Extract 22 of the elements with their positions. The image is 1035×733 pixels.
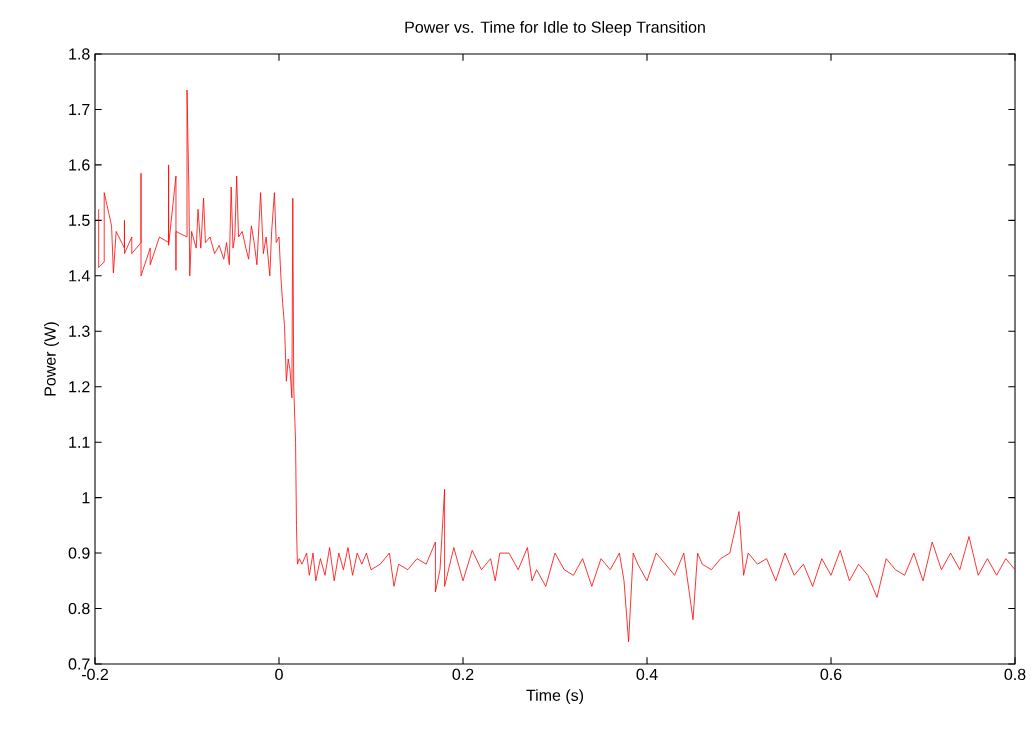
chart-title: Power vs. Time for Idle to Sleep Transition	[405, 21, 705, 36]
x-tick-label: 0	[275, 668, 283, 681]
y-tick-label: 1.7	[69, 103, 90, 115]
y-tick-label: 1.3	[69, 325, 90, 337]
line-series	[98, 89, 1016, 643]
x-axis-title: Time (s)	[526, 689, 584, 705]
x-tick-label: 0.2	[452, 668, 474, 681]
y-tick-label: 1.8	[69, 48, 90, 60]
x-tick-label: 0.6	[820, 668, 842, 681]
y-tick-label: 1.4	[69, 270, 90, 282]
x-tick-label: -0.2	[81, 668, 108, 681]
y-tick-label: 0.7	[68, 658, 90, 670]
y-tick-label: 1.6	[69, 159, 90, 171]
y-tick-label: 1	[82, 492, 90, 504]
y-axis-title: Power (W)	[44, 322, 59, 396]
y-tick-label: 0.9	[68, 547, 90, 559]
x-tick-label: 0.8	[1004, 668, 1026, 681]
y-tick-label: 0.8	[68, 602, 90, 615]
y-tick-label: 1.5	[69, 214, 90, 226]
y-tick-label: 1.1	[69, 436, 90, 448]
x-tick-label: 0.4	[636, 668, 658, 681]
y-tick-label: 1.2	[69, 381, 90, 393]
